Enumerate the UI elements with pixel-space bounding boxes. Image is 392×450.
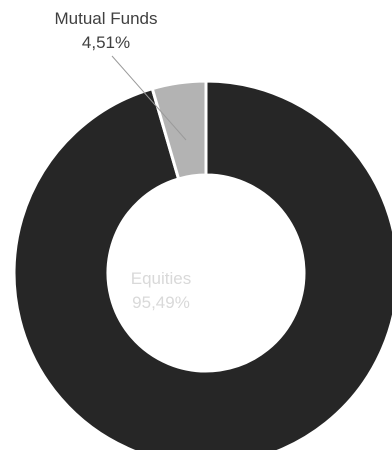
slices-group [12,79,392,450]
equities-value-label: 95,49% [132,293,190,312]
slice-equities [12,79,392,450]
mutual-funds-name-label: Mutual Funds [55,9,158,28]
equities-name-label: Equities [131,269,191,288]
slice-mutual-funds [150,79,208,181]
mutual-funds-leader-line [111,55,187,141]
mutual-funds-value-label: 4,51% [82,33,130,52]
